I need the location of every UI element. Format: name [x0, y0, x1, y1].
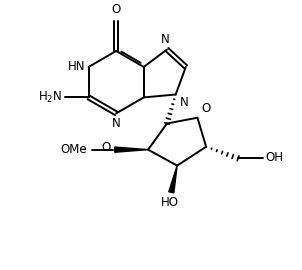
Text: HN: HN	[68, 60, 85, 73]
Polygon shape	[169, 166, 177, 193]
Text: HO: HO	[161, 196, 179, 209]
Text: N: N	[112, 117, 120, 130]
Text: N: N	[161, 33, 170, 46]
Text: OH: OH	[266, 151, 284, 164]
Text: O: O	[101, 141, 110, 154]
Text: H$_2$N: H$_2$N	[38, 90, 63, 105]
Text: N: N	[180, 96, 189, 109]
Text: Methoxy: Methoxy	[81, 148, 87, 149]
Text: O: O	[111, 3, 121, 16]
Text: O: O	[202, 102, 211, 115]
Polygon shape	[115, 147, 148, 152]
Text: OMe: OMe	[60, 143, 87, 156]
